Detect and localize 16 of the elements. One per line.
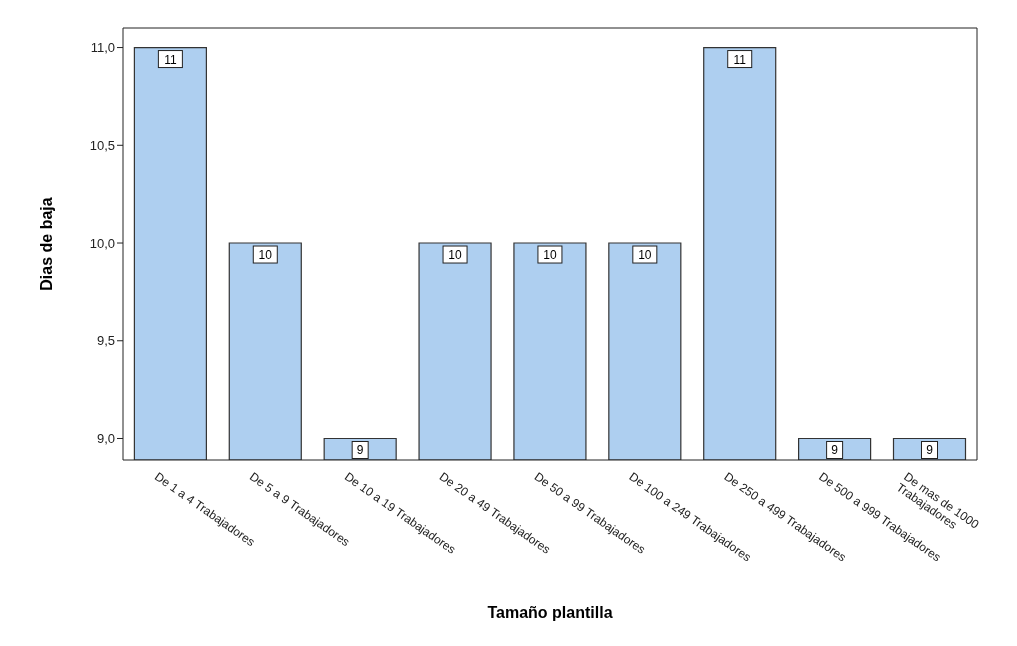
y-tick-label: 10,5: [89, 137, 115, 153]
data-label: 9: [926, 443, 934, 458]
data-label: 10: [543, 248, 557, 263]
data-label: 11: [733, 52, 747, 67]
data-label: 10: [448, 248, 463, 263]
y-tick-label: 9,5: [96, 333, 115, 349]
x-axis-title: Tamaño plantilla: [487, 604, 613, 621]
data-label: 9: [831, 443, 839, 458]
y-tick-label: 11,0: [90, 40, 115, 56]
data-label: 10: [258, 248, 273, 263]
y-tick-label: 10,0: [89, 235, 115, 251]
y-tick-label: 9,0: [96, 431, 115, 447]
y-axis-title: Dias de baja: [37, 197, 55, 291]
data-label: 10: [638, 248, 652, 263]
data-label: 9: [356, 443, 364, 458]
data-label: 11: [164, 52, 177, 67]
